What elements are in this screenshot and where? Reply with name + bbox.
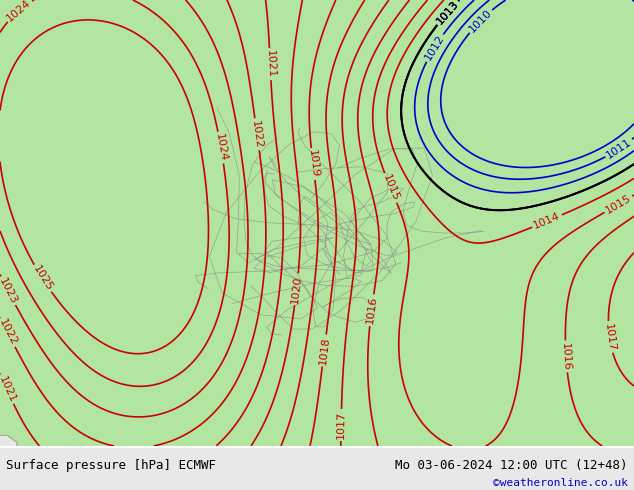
Text: 1020: 1020: [290, 275, 303, 304]
Text: 1017: 1017: [603, 322, 616, 352]
Text: 1022: 1022: [0, 318, 18, 347]
Text: 1019: 1019: [306, 149, 320, 178]
Text: 1018: 1018: [318, 336, 331, 365]
Text: 1016: 1016: [560, 342, 572, 371]
Text: 1025: 1025: [30, 264, 54, 293]
Text: 1013: 1013: [434, 0, 460, 26]
Text: 1012: 1012: [423, 33, 446, 62]
Text: 1013: 1013: [434, 0, 460, 26]
Text: 1015: 1015: [380, 173, 401, 203]
Text: 1011: 1011: [605, 137, 633, 160]
Text: Surface pressure [hPa] ECMWF: Surface pressure [hPa] ECMWF: [6, 459, 216, 472]
Text: 1014: 1014: [532, 211, 562, 231]
Text: Mo 03-06-2024 12:00 UTC (12+48): Mo 03-06-2024 12:00 UTC (12+48): [395, 459, 628, 472]
Text: 1013: 1013: [434, 0, 460, 26]
Text: 1021: 1021: [264, 50, 276, 78]
Text: 1021: 1021: [0, 374, 17, 404]
Text: 1022: 1022: [250, 120, 264, 149]
Text: 1010: 1010: [467, 7, 494, 34]
Text: ©weatheronline.co.uk: ©weatheronline.co.uk: [493, 478, 628, 488]
Text: 1024: 1024: [5, 0, 33, 24]
Text: 1017: 1017: [336, 411, 346, 439]
Text: 1016: 1016: [365, 295, 378, 325]
Text: 1015: 1015: [604, 193, 633, 216]
Text: 1024: 1024: [214, 133, 228, 162]
Text: 1023: 1023: [0, 276, 19, 306]
